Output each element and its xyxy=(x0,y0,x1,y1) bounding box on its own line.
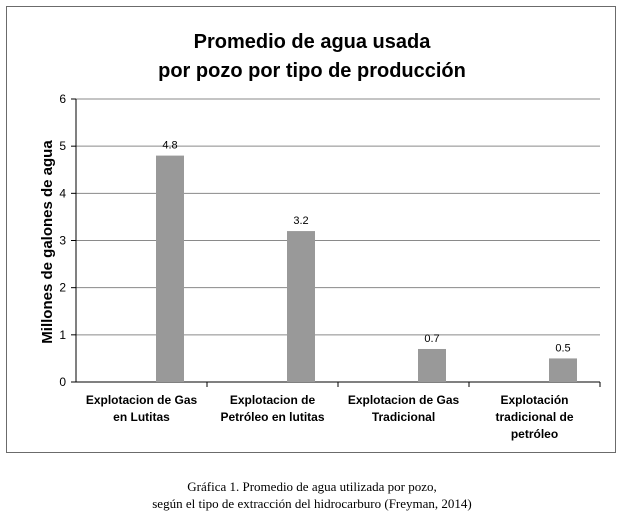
data-label: 4.8 xyxy=(162,140,177,152)
y-tick-label: 2 xyxy=(59,281,66,295)
axes: 0 1 2 3 4 5 6 xyxy=(59,92,601,389)
bars xyxy=(156,155,577,382)
bar xyxy=(549,358,577,382)
chart-title-line: Promedio de agua usada xyxy=(194,31,432,53)
chart-title-line: por pozo por tipo de producción xyxy=(158,60,466,82)
caption-line-2: según el tipo de extracción del hidrocar… xyxy=(152,496,472,511)
y-tick-label: 3 xyxy=(59,234,66,248)
category-label: tradicional de xyxy=(495,410,573,424)
category-labels: Explotacion de Gas en Lutitas Explotacion … xyxy=(86,393,574,441)
gridlines xyxy=(76,98,600,336)
category-label: petróleo xyxy=(511,427,558,441)
y-tick-label: 6 xyxy=(59,92,66,106)
y-tick-label: 0 xyxy=(59,375,66,389)
data-label: 0.5 xyxy=(555,342,570,354)
category-label: Explotacion de Gas xyxy=(348,393,460,407)
category-label: Explotacion de Gas xyxy=(86,393,198,407)
category-label: Tradicional xyxy=(372,410,435,424)
category-label: en Lutitas xyxy=(113,410,170,424)
y-axis-label: Millones de galones de agua xyxy=(39,140,56,344)
bar xyxy=(156,155,184,382)
y-tick-label: 1 xyxy=(59,328,66,342)
y-tick-label: 4 xyxy=(59,186,66,200)
data-label: 3.2 xyxy=(293,215,308,227)
bar xyxy=(418,348,446,382)
y-tick-label: 5 xyxy=(59,139,66,153)
category-label: Explotación xyxy=(500,393,568,407)
category-label: Petróleo en lutitas xyxy=(220,410,324,424)
data-label: 0.7 xyxy=(424,333,439,345)
chart-title: Promedio de agua usada por pozo por tipo … xyxy=(158,31,466,82)
figure-caption: Gráfica 1. Promedio de agua utilizada po… xyxy=(0,478,624,512)
caption-line-1: Gráfica 1. Promedio de agua utilizada po… xyxy=(187,479,437,494)
bar xyxy=(287,231,315,382)
category-label: Explotacion de xyxy=(230,393,316,407)
data-labels: 4.8 3.2 0.7 0.5 xyxy=(162,140,570,355)
